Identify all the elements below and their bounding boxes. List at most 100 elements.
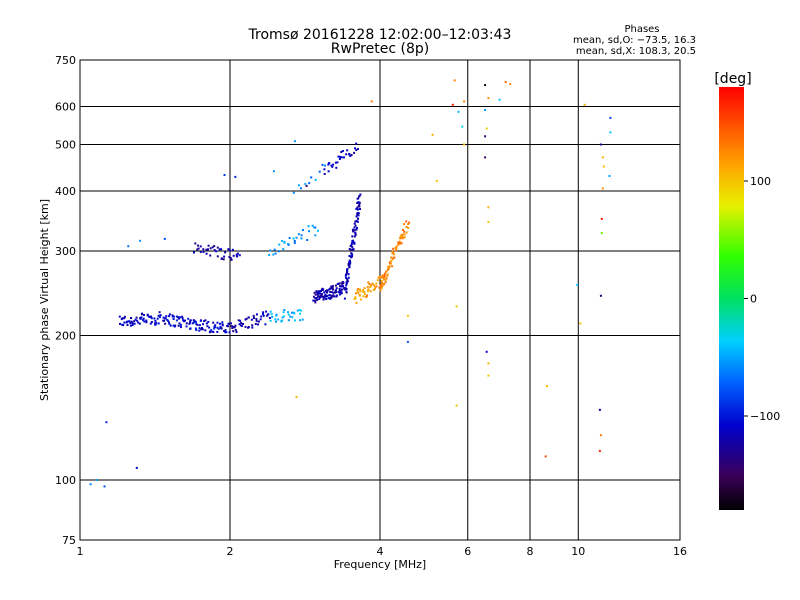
data-point bbox=[178, 322, 181, 325]
data-point bbox=[353, 222, 356, 225]
data-point bbox=[321, 293, 323, 296]
data-point bbox=[265, 310, 268, 313]
data-point bbox=[484, 135, 487, 138]
data-point bbox=[127, 245, 130, 248]
data-point bbox=[388, 261, 391, 264]
data-point bbox=[386, 273, 389, 276]
data-point bbox=[297, 233, 300, 236]
data-point bbox=[244, 325, 247, 328]
colorbar-tick-label: 100 bbox=[750, 175, 771, 188]
data-point bbox=[390, 260, 393, 262]
data-point bbox=[200, 328, 203, 331]
data-point bbox=[221, 324, 224, 327]
data-point bbox=[345, 273, 348, 276]
data-point bbox=[244, 318, 247, 321]
data-point bbox=[341, 150, 344, 152]
data-point bbox=[358, 195, 361, 198]
data-point bbox=[363, 287, 366, 290]
data-point bbox=[216, 330, 219, 333]
data-point bbox=[204, 319, 207, 322]
data-point bbox=[229, 257, 232, 260]
data-point bbox=[269, 319, 272, 322]
data-point bbox=[326, 291, 329, 294]
data-point bbox=[256, 313, 258, 316]
data-point bbox=[338, 158, 341, 160]
data-point bbox=[202, 323, 204, 326]
data-point bbox=[227, 248, 230, 251]
data-point bbox=[198, 324, 201, 327]
data-point bbox=[201, 327, 203, 329]
data-point bbox=[461, 125, 464, 128]
data-point bbox=[397, 243, 400, 246]
data-point bbox=[346, 280, 349, 283]
data-point bbox=[291, 316, 294, 319]
data-point bbox=[333, 295, 336, 298]
data-point bbox=[314, 301, 317, 304]
data-point bbox=[314, 297, 317, 300]
data-point bbox=[345, 288, 348, 290]
data-point bbox=[330, 285, 333, 288]
data-point bbox=[346, 278, 349, 281]
data-point bbox=[347, 273, 350, 276]
data-point bbox=[346, 269, 348, 272]
data-point bbox=[208, 326, 211, 329]
data-point bbox=[262, 312, 264, 315]
data-point bbox=[354, 224, 357, 227]
data-point bbox=[357, 291, 360, 294]
colorbar-gradient bbox=[719, 87, 744, 510]
data-point bbox=[351, 228, 354, 231]
data-point bbox=[363, 293, 366, 295]
data-point bbox=[292, 311, 295, 314]
data-point bbox=[299, 312, 302, 315]
data-point bbox=[206, 325, 209, 328]
data-point bbox=[327, 297, 330, 300]
data-point bbox=[172, 318, 175, 320]
data-point bbox=[330, 296, 333, 299]
data-point bbox=[358, 288, 361, 291]
data-point bbox=[355, 228, 358, 231]
data-point bbox=[172, 324, 175, 327]
data-point bbox=[143, 314, 145, 316]
data-point bbox=[234, 324, 237, 327]
data-point bbox=[487, 374, 490, 377]
data-point bbox=[329, 296, 331, 299]
data-point bbox=[325, 295, 328, 298]
data-point bbox=[369, 286, 372, 288]
data-point bbox=[320, 290, 322, 292]
data-point bbox=[601, 156, 604, 159]
data-point bbox=[219, 322, 221, 325]
data-point bbox=[378, 286, 381, 289]
data-point bbox=[321, 163, 324, 166]
data-point bbox=[602, 165, 605, 168]
data-point bbox=[129, 322, 132, 325]
data-point bbox=[310, 176, 313, 179]
data-point bbox=[485, 127, 488, 130]
data-point bbox=[308, 182, 311, 185]
x-tick-label: 10 bbox=[571, 545, 585, 558]
data-point bbox=[339, 290, 342, 293]
data-point bbox=[405, 226, 408, 228]
data-point bbox=[176, 315, 178, 318]
data-point bbox=[389, 262, 392, 265]
data-point bbox=[287, 311, 289, 314]
data-point bbox=[238, 323, 241, 326]
data-point bbox=[217, 327, 220, 330]
data-point bbox=[162, 316, 165, 319]
data-point bbox=[247, 316, 250, 319]
data-point bbox=[463, 100, 466, 103]
data-point bbox=[355, 220, 358, 222]
data-point bbox=[212, 321, 215, 324]
data-point bbox=[329, 294, 332, 297]
data-point bbox=[314, 178, 317, 181]
data-point bbox=[337, 155, 340, 158]
data-point bbox=[345, 291, 348, 294]
data-point bbox=[353, 235, 356, 238]
data-point bbox=[181, 317, 184, 320]
data-point bbox=[153, 317, 156, 320]
data-point bbox=[236, 255, 239, 258]
y-tick-label: 100 bbox=[55, 474, 76, 487]
data-point bbox=[331, 165, 334, 168]
data-point bbox=[453, 79, 456, 82]
data-point bbox=[128, 320, 131, 323]
data-point bbox=[372, 288, 375, 291]
